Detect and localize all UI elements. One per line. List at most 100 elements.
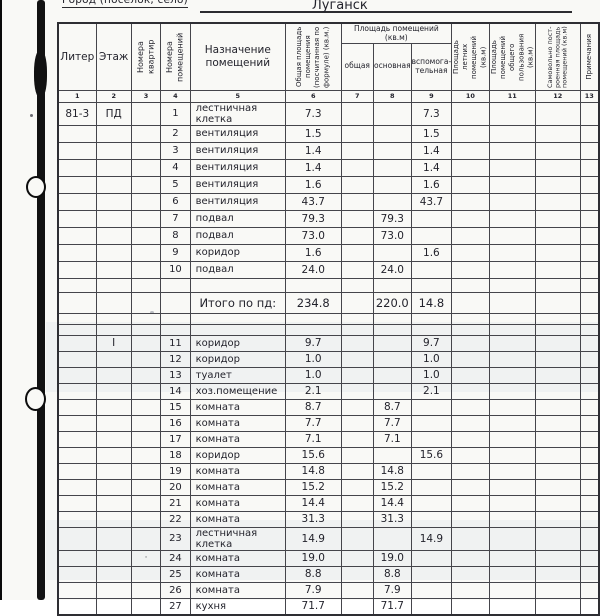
cell-col11 <box>488 209 537 228</box>
cell-col11 <box>488 581 537 599</box>
cell-col7 <box>340 334 374 352</box>
cell-col10 <box>451 226 490 245</box>
table-body: 81-3 ПД 1 лестничная клетка 7.3 7.3 2 вентиляци… <box>57 101 600 616</box>
cell-col4: 24 <box>160 549 191 567</box>
cell-col5: вентиляция <box>189 141 286 160</box>
cell-col3 <box>130 291 162 314</box>
cell-col13 <box>579 510 600 528</box>
cell-col2 <box>95 510 132 528</box>
cell-col9 <box>410 414 453 432</box>
col-num: 8 <box>372 89 412 103</box>
cell-col4: 22 <box>160 510 191 528</box>
cell-col9: 14.8 <box>410 291 453 314</box>
cell-col6: 7.3 <box>284 101 342 126</box>
cell-col7 <box>340 478 374 496</box>
cell-col6: 1.0 <box>284 350 342 368</box>
cell-col10 <box>451 494 490 512</box>
cell-col11 <box>488 478 537 496</box>
cell-col10 <box>451 526 490 551</box>
cell-col10 <box>451 101 490 126</box>
cell-col5: комната <box>189 565 286 583</box>
cell-col5: комната <box>189 494 286 512</box>
cell-col2 <box>95 260 132 279</box>
col-num: 10 <box>451 89 490 103</box>
cell-col12 <box>535 510 581 528</box>
cell-col11 <box>488 597 537 616</box>
cell-col12 <box>535 414 581 432</box>
cell-col1: 81-3 <box>57 101 97 126</box>
cell-col13 <box>579 312 600 325</box>
cell-col12 <box>535 462 581 480</box>
header-area-aux: вспомога-тельная <box>410 42 453 91</box>
cell-col6 <box>284 277 342 293</box>
cell-col7 <box>340 494 374 512</box>
cell-col6 <box>284 312 342 325</box>
table-header: Литер Этаж Номера квартир Номера помещен… <box>57 22 600 103</box>
cell-col10 <box>451 510 490 528</box>
cell-col1 <box>57 581 97 599</box>
cell-col3 <box>130 446 162 464</box>
cell-col13 <box>579 526 600 551</box>
cell-col2 <box>95 243 132 262</box>
cell-col12 <box>535 291 581 314</box>
cell-col11 <box>488 366 537 384</box>
table-row: 6 вентиляция 43.7 43.7 <box>57 192 600 211</box>
header-total-area-formula: Общая площадь помещения (посчитанная по … <box>284 22 342 91</box>
table-row <box>57 323 600 336</box>
cell-col6: 15.6 <box>284 446 342 464</box>
cell-col7 <box>340 226 374 245</box>
cell-col3 <box>130 526 162 551</box>
table-row: 14 хоз.помещение 2.1 2.1 <box>57 382 600 400</box>
cell-col3 <box>130 101 162 126</box>
cell-col13 <box>579 494 600 512</box>
cell-col9 <box>410 510 453 528</box>
header-apartment-numbers: Номера квартир <box>130 22 162 91</box>
cell-col12 <box>535 277 581 293</box>
cell-col5: коридор <box>189 350 286 368</box>
cell-col8 <box>372 175 412 194</box>
cell-col7 <box>340 209 374 228</box>
cell-col10 <box>451 312 490 325</box>
cell-col1 <box>57 398 97 416</box>
cell-col9: 43.7 <box>410 192 453 211</box>
cell-col7 <box>340 581 374 599</box>
cell-col11 <box>488 277 537 293</box>
cell-col5 <box>189 312 286 325</box>
cell-col13 <box>579 226 600 245</box>
cell-col13 <box>579 414 600 432</box>
cell-col3 <box>130 323 162 336</box>
cell-col1 <box>57 494 97 512</box>
cell-col13 <box>579 382 600 400</box>
cell-col13 <box>579 209 600 228</box>
cell-col2 <box>95 366 132 384</box>
cell-col9 <box>410 478 453 496</box>
cell-col2 <box>95 414 132 432</box>
cell-col7 <box>340 398 374 416</box>
header-summer-area: Площадь летних помещений (кв.м) <box>451 22 490 91</box>
cell-col13 <box>579 565 600 583</box>
scan-speck <box>30 114 33 117</box>
cell-col13 <box>579 597 600 616</box>
cell-col7 <box>340 549 374 567</box>
cell-col4: 12 <box>160 350 191 368</box>
cell-col6: 71.7 <box>284 597 342 616</box>
cell-col10 <box>451 260 490 279</box>
table-row: 4 вентиляция 1.4 1.4 <box>57 158 600 177</box>
cell-col11 <box>488 124 537 143</box>
cell-col13 <box>579 260 600 279</box>
cell-col5: вентиляция <box>189 192 286 211</box>
cell-col5: комната <box>189 398 286 416</box>
cell-col3 <box>130 260 162 279</box>
cell-col5: коридор <box>189 446 286 464</box>
cell-col8 <box>372 124 412 143</box>
table-row: 23 лестничная клетка 14.9 14.9 <box>57 526 600 551</box>
header-area-group: Площадь помещений (кв.м) <box>340 22 453 44</box>
cell-col2 <box>95 141 132 160</box>
cell-col2 <box>95 494 132 512</box>
cell-col6: 8.8 <box>284 565 342 583</box>
cell-col12 <box>535 260 581 279</box>
cell-col6: 14.8 <box>284 462 342 480</box>
cell-col8: 73.0 <box>372 226 412 245</box>
table-row: 17 комната 7.1 7.1 <box>57 430 600 448</box>
cell-col4: 25 <box>160 565 191 583</box>
